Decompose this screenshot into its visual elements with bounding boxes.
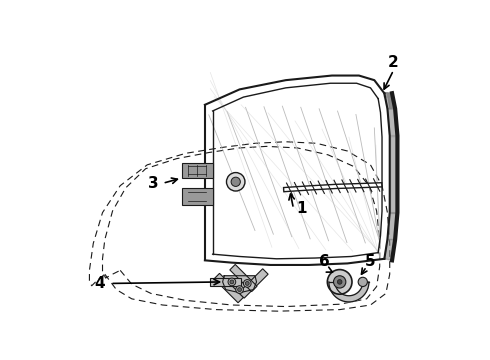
Circle shape	[228, 278, 236, 286]
Text: 6: 6	[319, 253, 330, 269]
Polygon shape	[384, 93, 393, 97]
Polygon shape	[388, 213, 397, 239]
Polygon shape	[230, 265, 257, 292]
Circle shape	[230, 280, 234, 284]
Polygon shape	[182, 163, 213, 178]
Text: 3: 3	[148, 176, 159, 191]
Polygon shape	[388, 109, 397, 136]
Polygon shape	[390, 136, 397, 213]
Circle shape	[358, 277, 368, 287]
Circle shape	[236, 286, 244, 293]
Polygon shape	[384, 93, 395, 109]
Text: 5: 5	[365, 253, 376, 269]
Circle shape	[231, 177, 240, 186]
Circle shape	[244, 280, 251, 287]
Circle shape	[337, 280, 342, 284]
Polygon shape	[239, 269, 268, 298]
Polygon shape	[182, 188, 213, 205]
Polygon shape	[214, 273, 244, 303]
Polygon shape	[329, 282, 369, 302]
Polygon shape	[222, 276, 257, 293]
Polygon shape	[384, 93, 395, 109]
Text: 4: 4	[94, 276, 105, 291]
Circle shape	[334, 276, 346, 288]
Text: 2: 2	[388, 55, 399, 70]
Text: 1: 1	[296, 201, 306, 216]
Polygon shape	[210, 278, 241, 286]
Circle shape	[238, 288, 242, 292]
Circle shape	[245, 282, 249, 285]
Circle shape	[226, 172, 245, 191]
Polygon shape	[384, 239, 395, 260]
Circle shape	[327, 270, 352, 294]
